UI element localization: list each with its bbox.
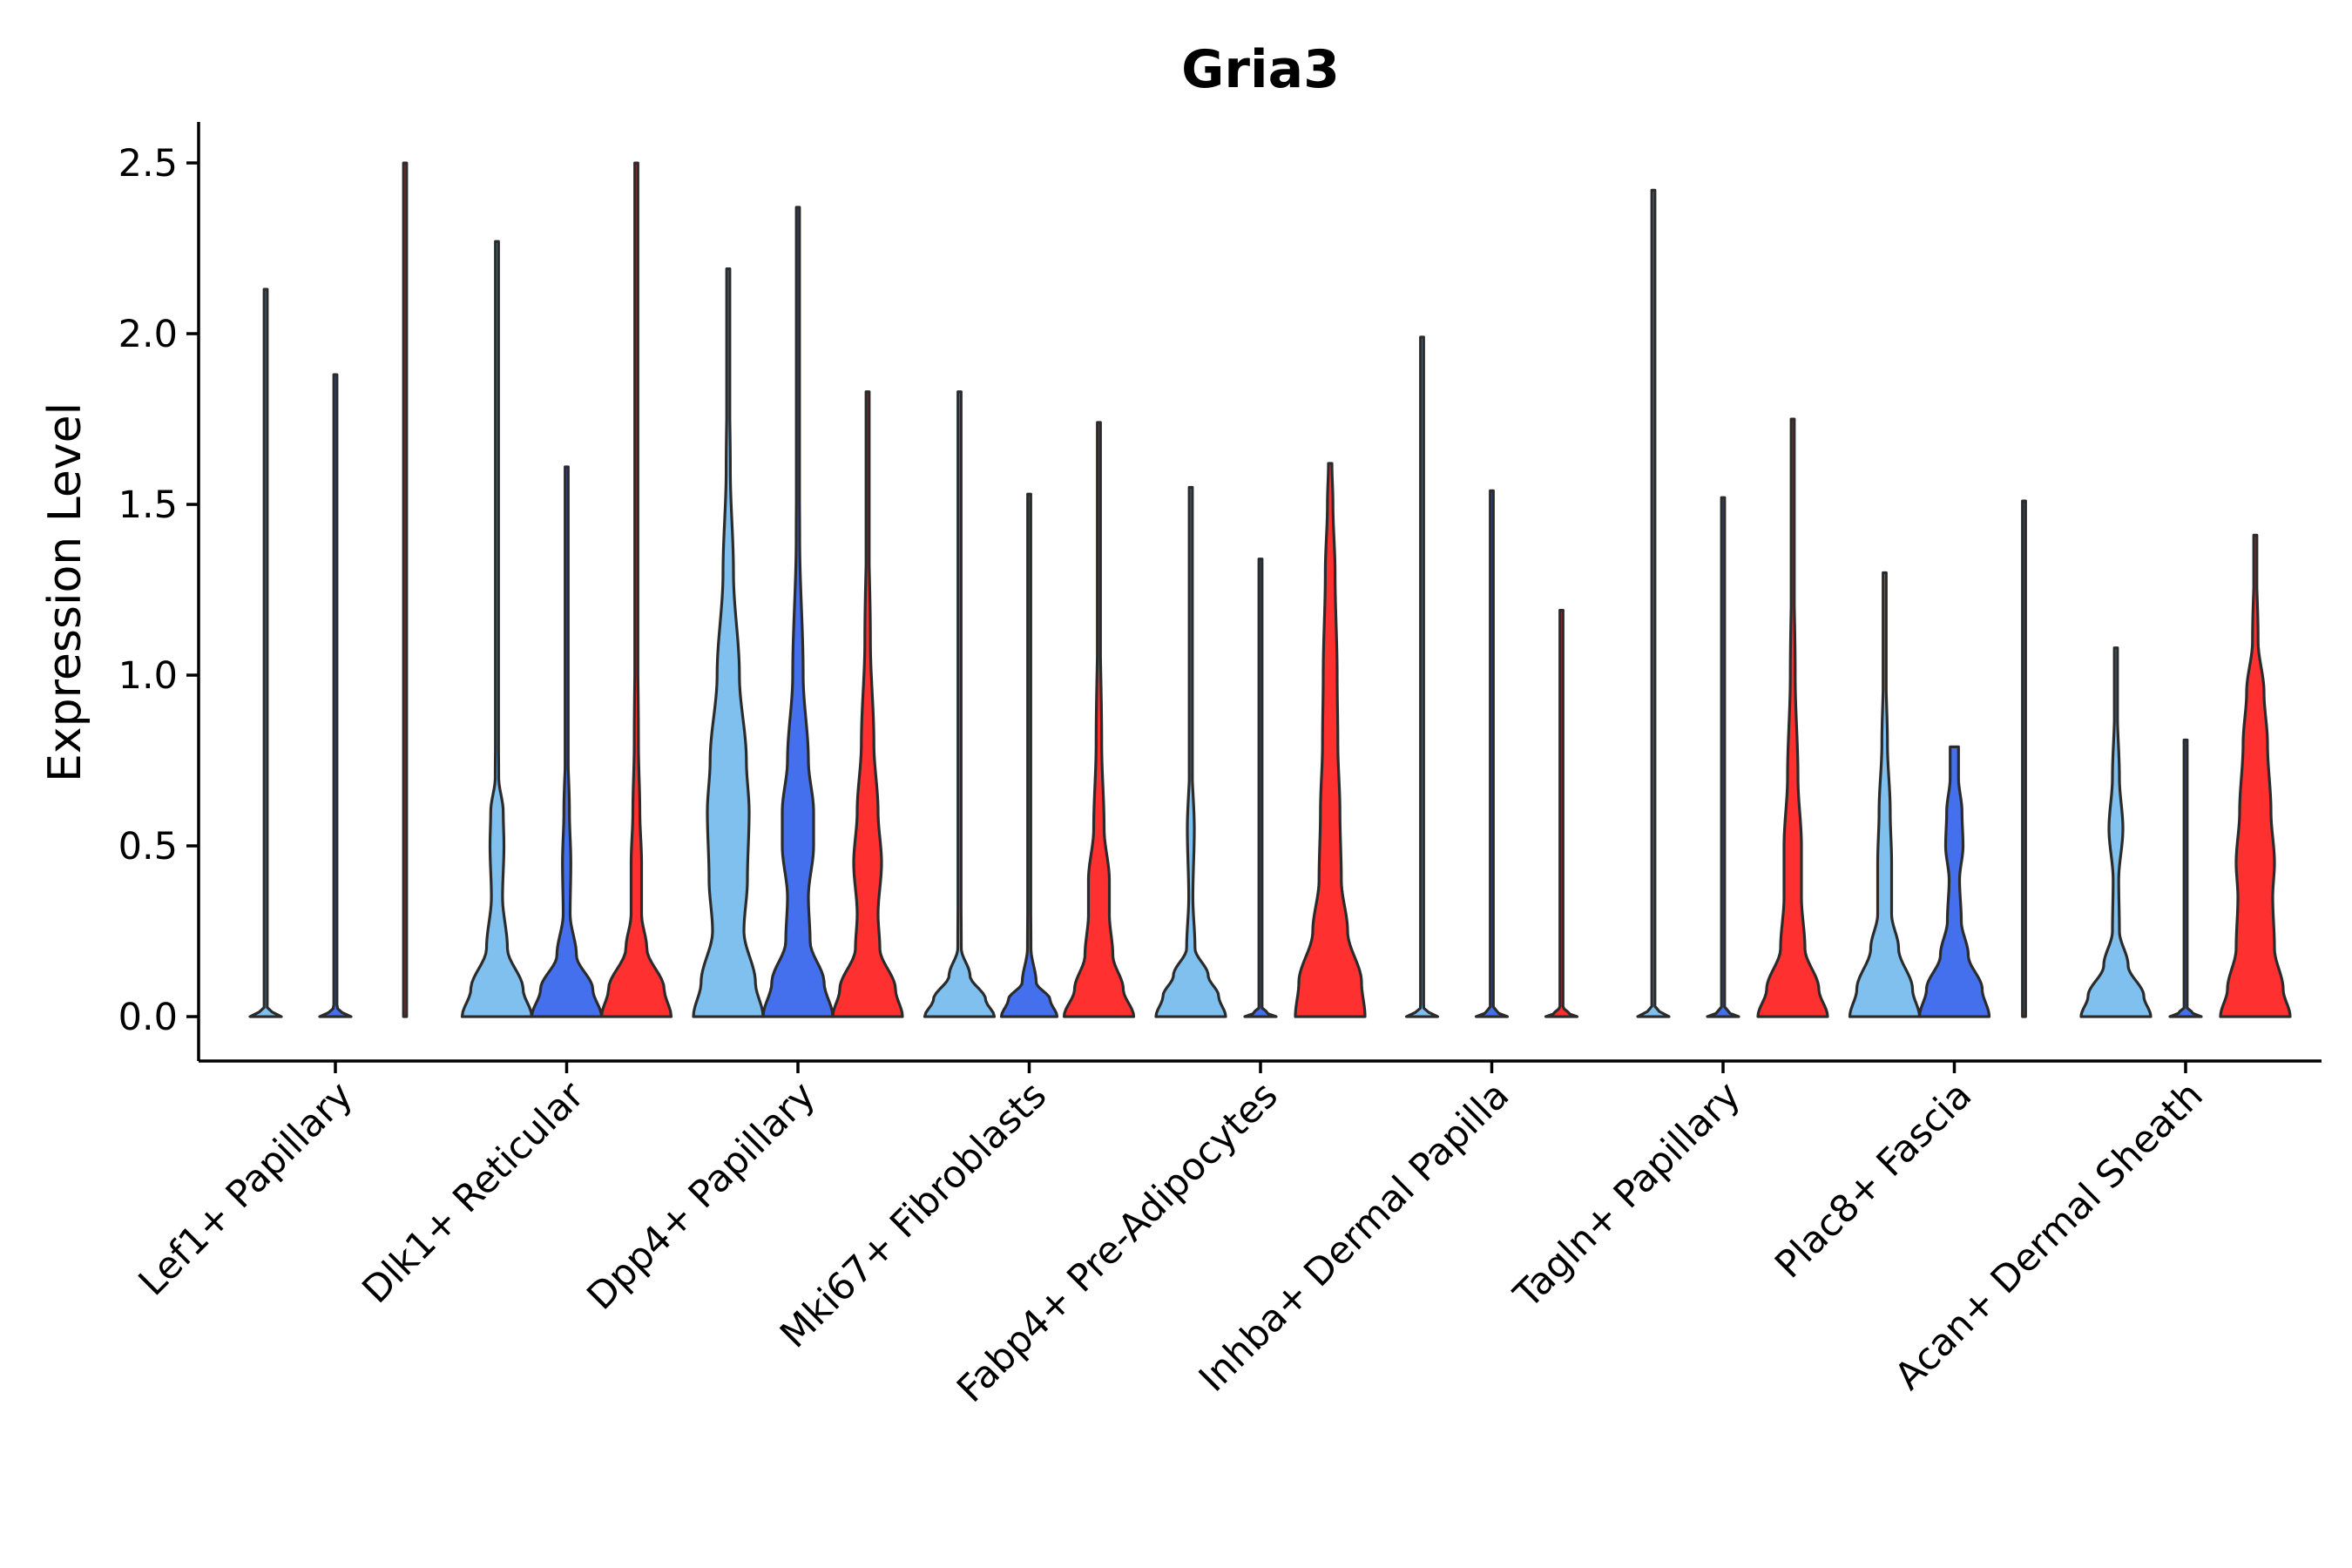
y-tick-label: 1.0: [118, 654, 178, 698]
violin-9-series-1: [2079, 646, 2153, 1018]
violin-4-series-2: [999, 492, 1059, 1018]
violin-2-series-1: [460, 240, 534, 1018]
chart-title: Gria3: [1181, 39, 1340, 100]
x-tick-label: Lef1+ Papillary: [131, 1073, 362, 1304]
y-tick-label: 0.5: [118, 825, 178, 868]
violin-6-series-1: [1404, 335, 1440, 1018]
violin-3-series-2: [761, 206, 835, 1018]
x-tick-label: Mki67+ Fibroblasts: [772, 1073, 1055, 1356]
violin-5-series-1: [1154, 485, 1227, 1018]
x-tick-label: Plac8+ Fascia: [1767, 1073, 1980, 1287]
violin-6-series-2: [1474, 489, 1510, 1018]
violin-4-series-3: [1062, 421, 1136, 1018]
violin-2-series-3: [599, 161, 673, 1018]
violin-1-series-2: [318, 373, 353, 1018]
y-axis-label: Expression Level: [39, 402, 91, 782]
violin-4-series-1: [923, 390, 997, 1018]
violin-group: [248, 161, 2292, 1018]
y-tick-label: 0.0: [118, 996, 178, 1039]
violin-1-series-3: [402, 161, 409, 1018]
x-tick-label: Tagln+ Papillary: [1505, 1073, 1749, 1317]
y-axis: 0.0 0.5 1.0 1.5 2.0 2.5: [118, 122, 200, 1061]
violin-3-series-1: [692, 267, 765, 1018]
violin-1-series-1: [248, 287, 283, 1018]
violin-2-series-2: [530, 465, 604, 1018]
violin-7-series-1: [1636, 188, 1671, 1018]
y-tick-label: 1.5: [118, 483, 178, 527]
x-tick-label: Dlk1+ Reticular: [355, 1073, 593, 1312]
violin-9-series-3: [2219, 533, 2292, 1018]
y-tick-label: 2.0: [118, 313, 178, 356]
violin-8-series-1: [1848, 571, 1922, 1018]
violin-3-series-3: [831, 390, 904, 1018]
violin-9-series-2: [2168, 738, 2203, 1018]
violin-7-series-2: [1706, 496, 1740, 1018]
violin-5-series-2: [1243, 558, 1278, 1018]
violin-8-series-3: [2021, 499, 2027, 1018]
violin-8-series-2: [1917, 745, 1991, 1018]
violin-5-series-3: [1294, 462, 1367, 1018]
violin-7-series-3: [1756, 417, 1829, 1018]
violin-6-series-3: [1544, 608, 1579, 1018]
x-tick-label: Dpp4+ Papillary: [579, 1073, 824, 1318]
y-tick-label: 2.5: [118, 142, 178, 186]
